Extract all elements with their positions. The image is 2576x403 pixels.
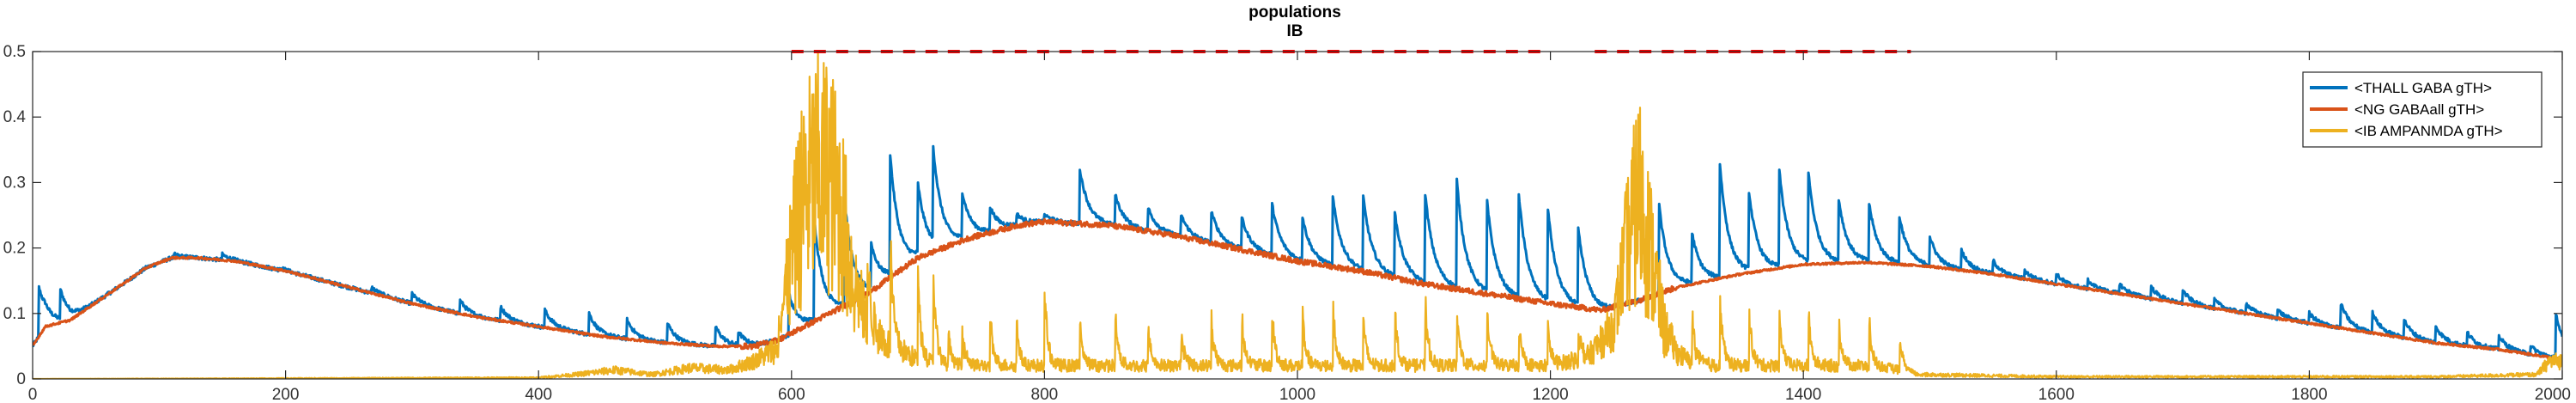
y-tick-label: 0 [16, 370, 26, 388]
x-tick-label: 400 [525, 386, 552, 403]
y-tick-label: 0.5 [3, 43, 26, 61]
series-layer [33, 52, 2562, 379]
x-tick-label: 0 [28, 386, 38, 403]
series-ib-ampanmda-line [33, 52, 2562, 379]
x-tick-label: 1000 [1279, 386, 1315, 403]
x-tick-label: 1800 [2291, 386, 2327, 403]
y-tick-label: 0.4 [3, 108, 27, 126]
legend-label: <THALL GABA gTH> [2354, 80, 2492, 96]
x-tick-label: 1200 [1532, 386, 1568, 403]
y-tick-label: 0.1 [3, 305, 26, 323]
y-tick-label: 0.2 [3, 240, 26, 258]
x-tick-label: 600 [778, 386, 805, 403]
x-tick-label: 1600 [2038, 386, 2075, 403]
x-tick-label: 1400 [1785, 386, 1821, 403]
legend-label: <IB AMPANMDA gTH> [2354, 123, 2503, 139]
y-tick-label: 0.3 [3, 174, 26, 192]
series-ng-gabaall-line [33, 217, 2562, 361]
chart-subtitle: IB [1287, 22, 1303, 40]
x-tick-label: 200 [272, 386, 300, 403]
chart-title: populations [1249, 3, 1341, 21]
plot-area: 0 200 400 600 800 1000 1200 1400 1600 1800 2000 0 0.… [3, 43, 2571, 403]
legend: <THALL GABA gTH> <NG GABAall gTH> <IB AMPA… [2302, 71, 2543, 148]
legend-label: <NG GABAall gTH> [2354, 101, 2484, 118]
x-tick-label: 800 [1031, 386, 1059, 403]
axes-layer: 0 200 400 600 800 1000 1200 1400 1600 1800 2000 0 0.… [3, 43, 2571, 403]
x-tick-label: 2000 [2535, 386, 2571, 403]
